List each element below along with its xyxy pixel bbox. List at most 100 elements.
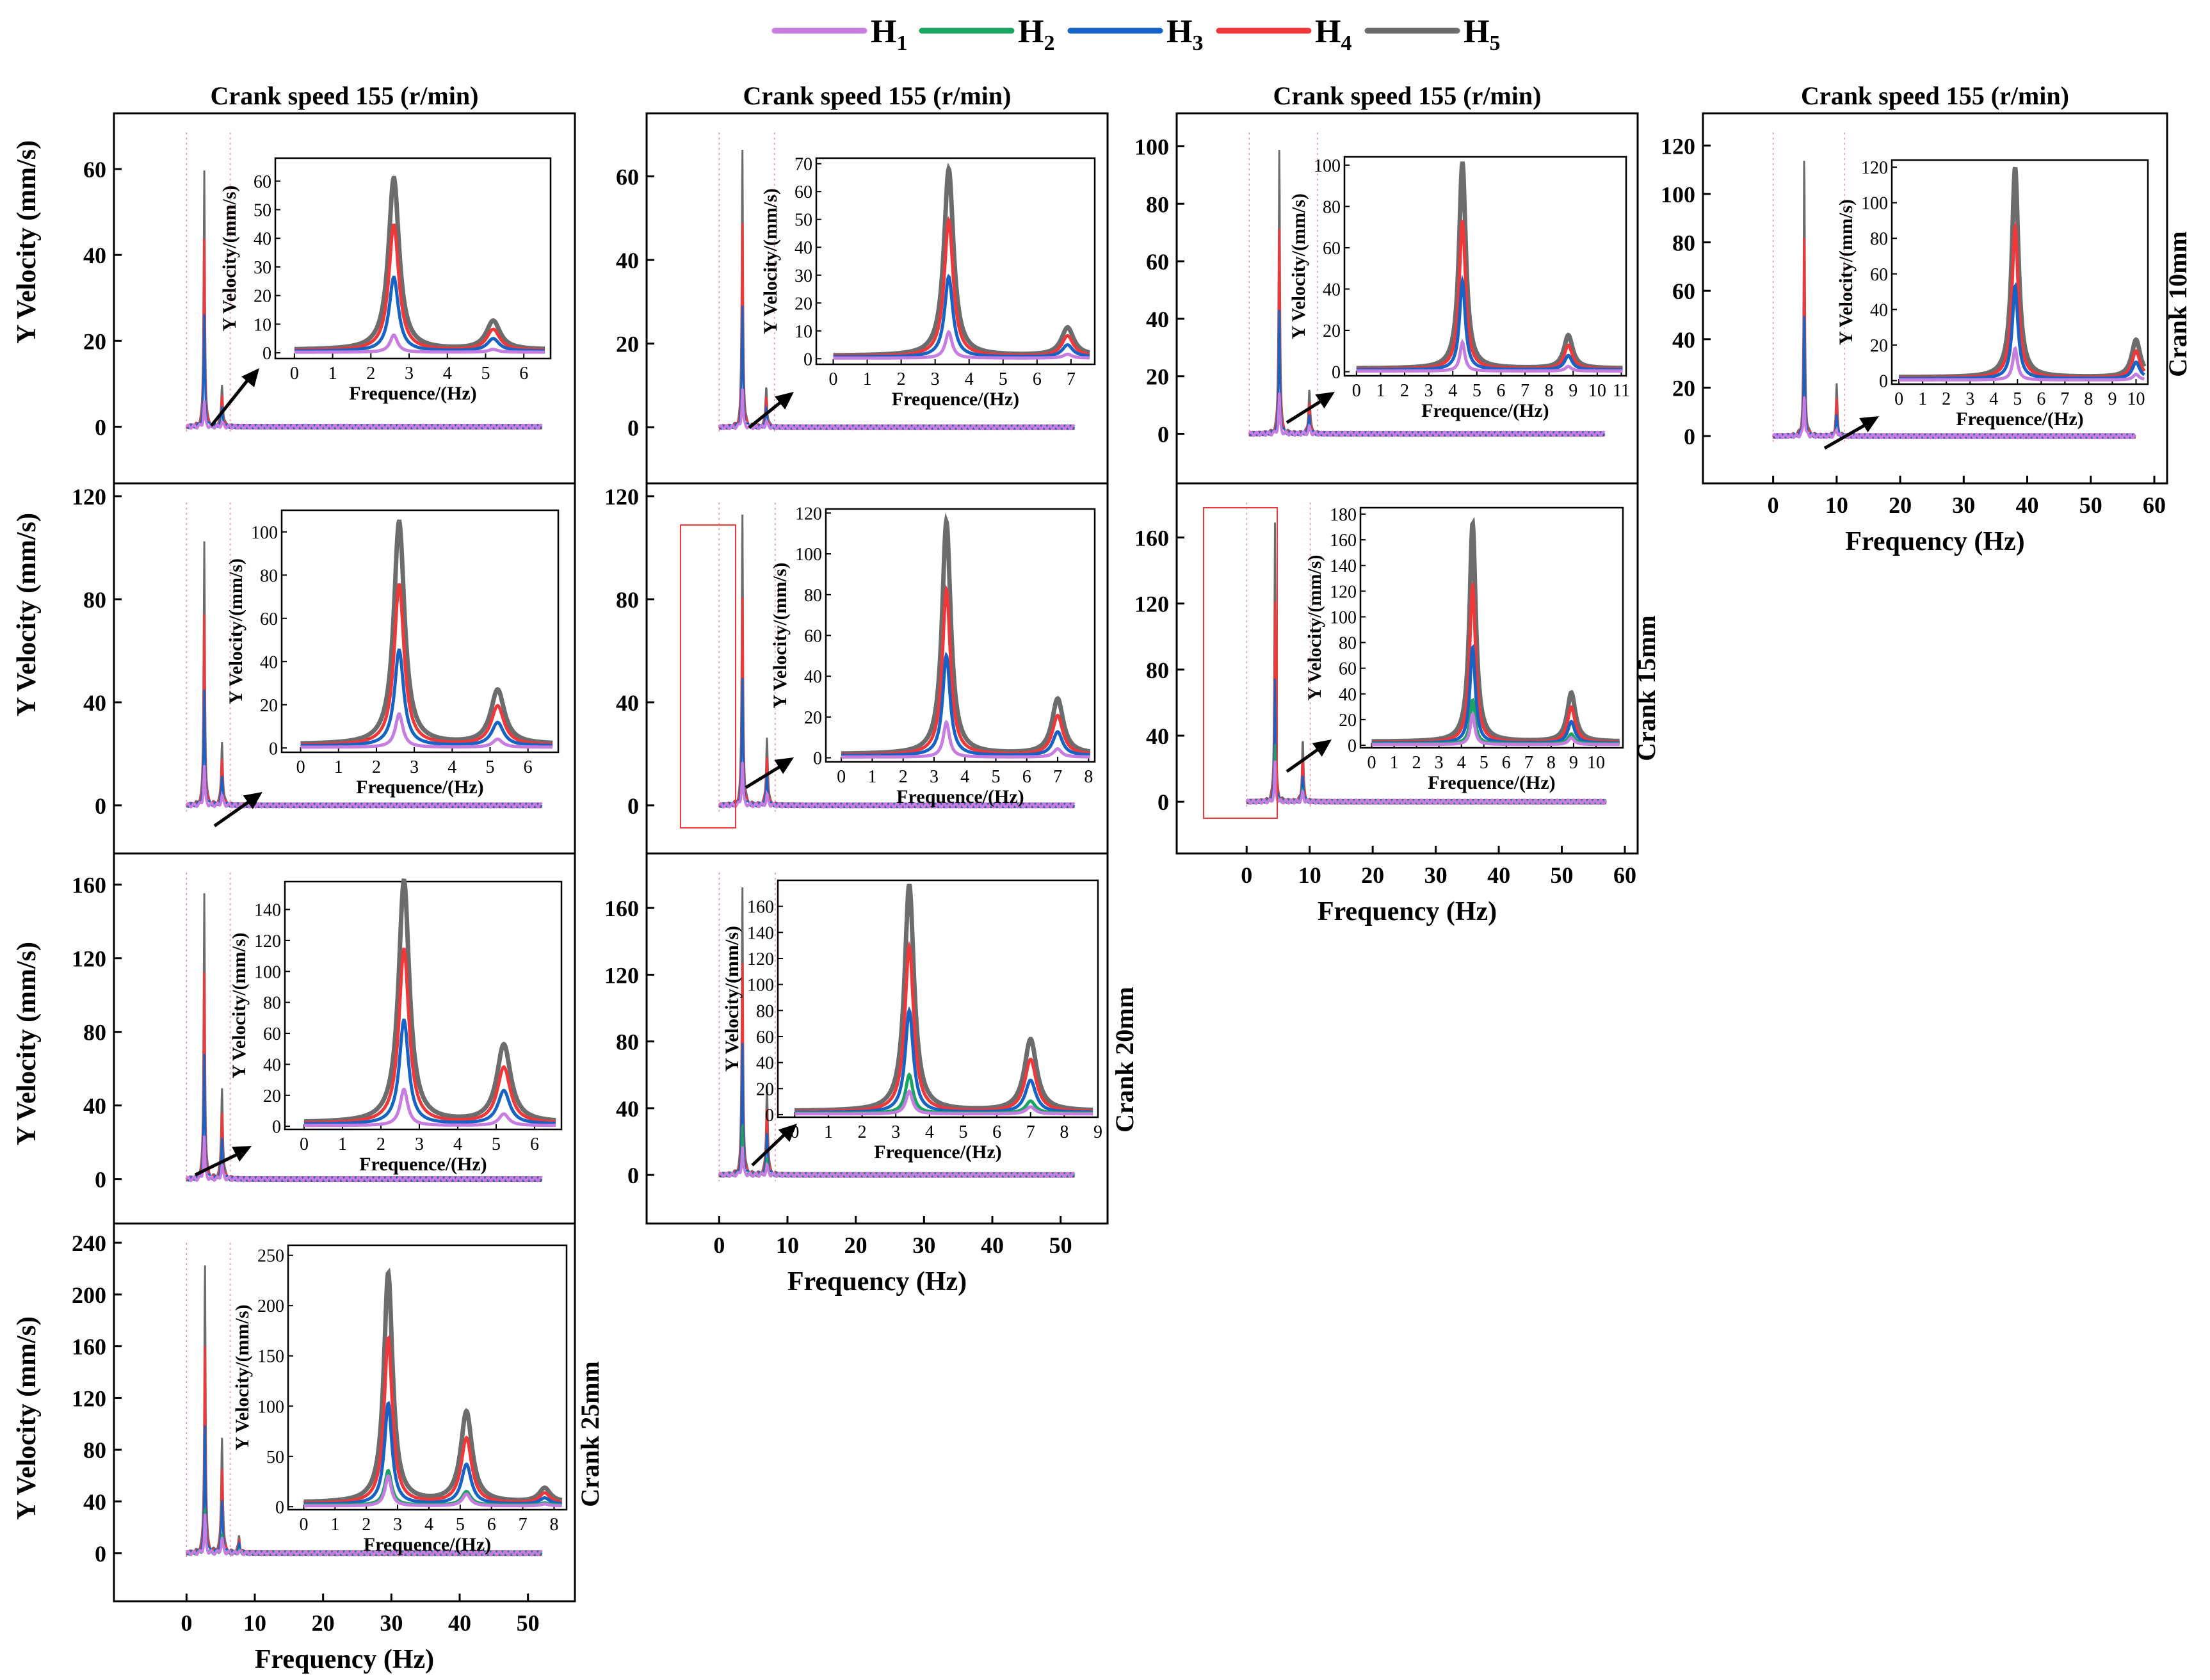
inset-x-tick-label: 4 <box>965 369 974 389</box>
legend-key: H <box>871 13 896 50</box>
inset-y-tick-label: 20 <box>756 1079 774 1099</box>
y-axis-label: Y Velocity (mm/s) <box>12 942 42 1145</box>
inset-x-tick-label: 3 <box>930 767 939 787</box>
inset-y-tick-label: 60 <box>756 1028 774 1047</box>
inset-series-line-H3 <box>294 275 545 353</box>
inset-y-tick-label: 180 <box>1330 505 1357 525</box>
inset-series-line-H1 <box>300 712 553 749</box>
x-tick-label: 40 <box>448 1610 471 1636</box>
inset-y-tick-label: 100 <box>1861 194 1888 214</box>
inset-x-tick-label: 9 <box>1569 381 1577 401</box>
y-tick-label: 120 <box>72 1385 106 1411</box>
zoom-arrowhead <box>774 757 794 774</box>
inset-y-tick-label: 140 <box>254 901 281 921</box>
inset-y-tick-label: 50 <box>794 211 812 230</box>
inset-x-tick-label: 0 <box>290 364 299 384</box>
inset-x-tick-label: 1 <box>824 1122 833 1142</box>
panel-frame <box>113 1222 576 1603</box>
inset-plot: 0 20 40 60 80 100 120 0 1 2 3 4 5 6 7 8 Frequence/(Hz) Y … <box>770 504 1096 807</box>
inset-x-tick-label: 2 <box>366 364 375 384</box>
inset-x-tick-label: 3 <box>410 757 419 777</box>
x-tick-label: 20 <box>844 1232 867 1258</box>
inset-x-tick-label: 4 <box>443 364 452 384</box>
inset-y-tick-label: 20 <box>1323 321 1341 341</box>
inset-y-tick-label: 60 <box>1870 265 1888 285</box>
inset-y-axis-label: Y Velocity/(mm/s) <box>232 1304 253 1450</box>
inset-series-line-H1 <box>833 330 1090 360</box>
inset-series-line-H3 <box>841 651 1090 757</box>
inset-y-tick-label: 40 <box>1870 300 1888 320</box>
zoom-arrowhead <box>243 792 262 809</box>
y-tick-label: 160 <box>604 896 639 921</box>
inset-x-tick-label: 3 <box>393 1515 402 1535</box>
y-tick-label: 80 <box>1146 191 1169 217</box>
legend-sub: 1 <box>896 31 907 55</box>
y-tick-label: 40 <box>83 1094 106 1119</box>
inset-x-tick-label: 4 <box>1989 389 1998 409</box>
x-tick-label: 40 <box>981 1232 1004 1258</box>
y-tick-label: 0 <box>1157 789 1169 815</box>
x-tick-label: 50 <box>2079 492 2102 518</box>
y-tick-label: 20 <box>1146 364 1169 390</box>
y-tick-label: 40 <box>83 243 106 268</box>
inset-y-tick-label: 150 <box>257 1347 284 1367</box>
inset-x-tick-label: 3 <box>931 369 940 389</box>
x-axis-label: Frequency (Hz) <box>1318 897 1497 926</box>
inset-y-tick-label: 200 <box>257 1296 284 1316</box>
inset-x-tick-label: 6 <box>1033 369 1042 389</box>
zoom-arrowhead <box>241 368 259 387</box>
inset-y-tick-label: 140 <box>1330 556 1357 576</box>
y-tick-label: 80 <box>616 587 639 613</box>
inset-y-tick-label: 0 <box>272 1117 281 1137</box>
legend-label-H1: H1 <box>871 13 907 55</box>
zoom-region-box <box>1203 507 1278 819</box>
inset-x-tick-label: 8 <box>1545 381 1554 401</box>
y-tick-label: 120 <box>1134 592 1169 617</box>
inset-x-tick-label: 10 <box>1587 753 1605 773</box>
zoom-arrowhead <box>232 1146 252 1162</box>
inset-x-tick-label: 0 <box>790 1122 799 1142</box>
x-tick-label: 50 <box>1049 1232 1072 1258</box>
inset-x-tick-label: 4 <box>448 757 456 777</box>
inset-series-line-H5 <box>304 878 556 1124</box>
inset-x-tick-label: 0 <box>1894 389 1903 409</box>
inset-y-tick-label: 0 <box>1348 736 1357 756</box>
inset-x-tick-label: 8 <box>1547 753 1556 773</box>
y-tick-label: 0 <box>627 415 639 440</box>
inset-x-axis-label: Frequence/(Hz) <box>1428 772 1555 793</box>
y-tick-label: 120 <box>1661 133 1695 159</box>
inset-plot: 0 20 40 60 80 100 0 1 2 3 4 5 6 Frequence/(Hz) Y Veloc… <box>225 509 560 798</box>
zoom-arrowhead <box>1859 416 1879 433</box>
inset-y-tick-label: 40 <box>263 1055 281 1075</box>
inset-x-tick-label: 5 <box>992 767 1001 787</box>
x-tick-label: 10 <box>776 1232 799 1258</box>
inset-x-tick-label: 6 <box>530 1135 539 1154</box>
panel-8: 0 40 80 120 160 0 20 40 60 80 100 120 140 0 1 2 3 4 5 6 Freq… <box>12 852 576 1225</box>
zoom-arrowhead <box>778 1124 797 1142</box>
inset-x-tick-label: 4 <box>453 1135 462 1154</box>
inset-x-tick-label: 5 <box>1480 753 1488 773</box>
inset-y-tick-label: 120 <box>1861 158 1888 178</box>
inset-y-tick-label: 100 <box>1330 608 1357 627</box>
legend-sub: 5 <box>1489 31 1500 55</box>
inset-series-line-H4 <box>303 948 556 1124</box>
series-line-H1 <box>185 400 543 430</box>
series-line-H1 <box>185 1514 543 1557</box>
inset-x-tick-label: 3 <box>405 364 414 384</box>
inset-y-tick-label: 120 <box>1330 582 1357 602</box>
inset-y-tick-label: 100 <box>747 976 774 996</box>
inset-series-line-H3 <box>300 648 553 747</box>
y-tick-label: 80 <box>83 1437 106 1463</box>
inset-series-line-H1 <box>794 1089 1093 1116</box>
inset-x-tick-label: 1 <box>1390 753 1399 773</box>
inset-x-tick-label: 9 <box>2108 389 2117 409</box>
inset-x-axis-label: Frequence/(Hz) <box>349 383 476 404</box>
y-tick-label: 60 <box>83 157 106 182</box>
inset-y-tick-label: 60 <box>804 627 822 647</box>
y-tick-label: 40 <box>616 248 639 273</box>
inset-y-tick-label: 0 <box>1332 363 1341 383</box>
